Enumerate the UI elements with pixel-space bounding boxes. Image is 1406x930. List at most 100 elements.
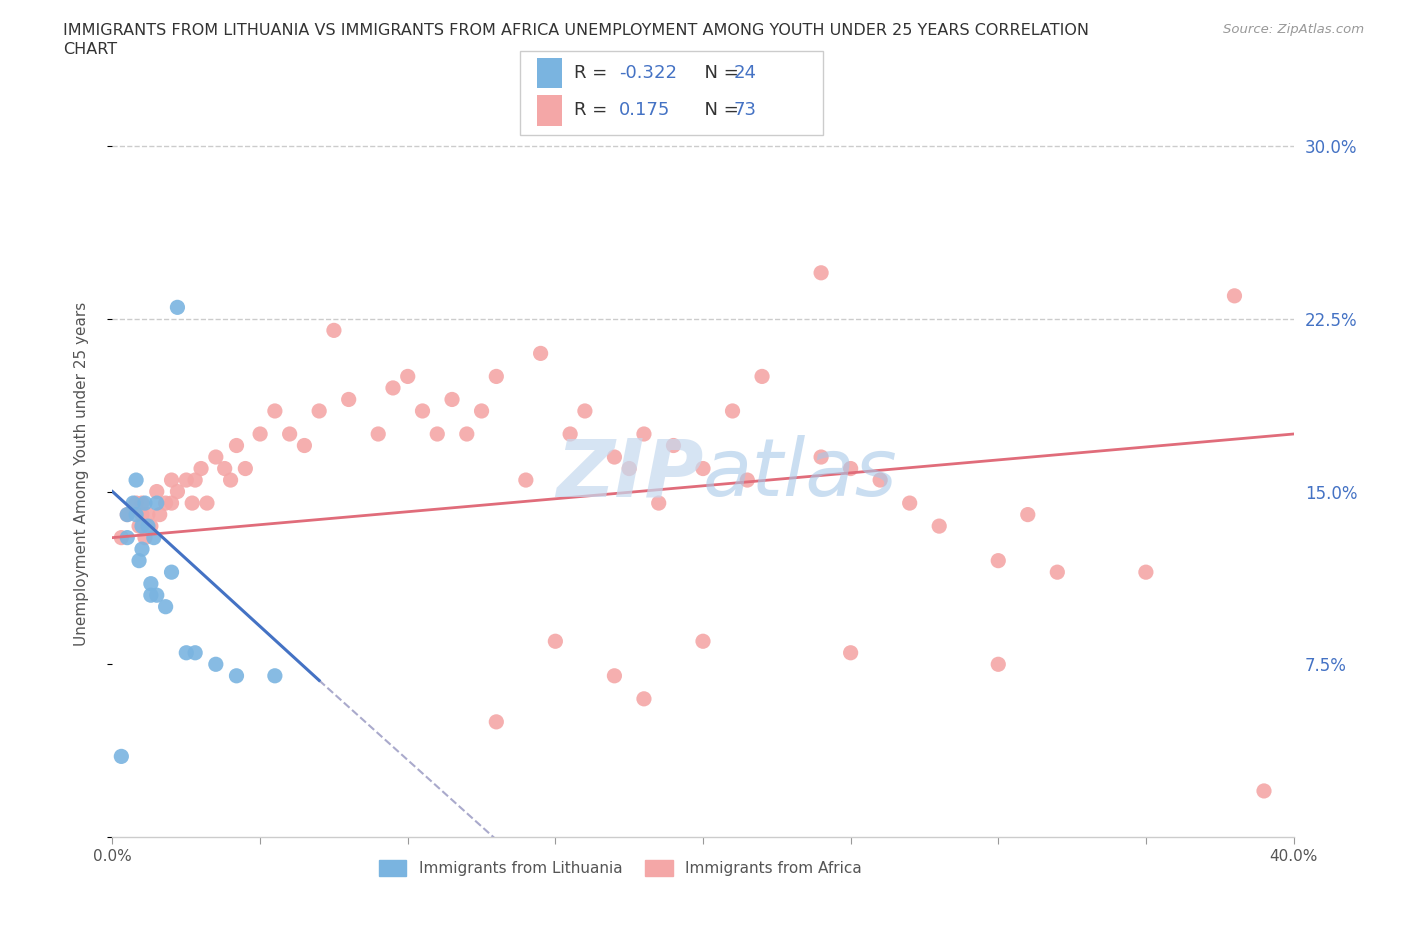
Text: N =: N = bbox=[693, 63, 745, 82]
Text: 0.175: 0.175 bbox=[619, 100, 671, 119]
Point bbox=[184, 472, 207, 487]
Point bbox=[810, 265, 832, 280]
Point bbox=[181, 496, 204, 511]
Point bbox=[139, 519, 162, 534]
Point bbox=[146, 588, 169, 603]
Point bbox=[149, 507, 172, 522]
Point bbox=[131, 496, 153, 511]
Point bbox=[128, 519, 150, 534]
Point bbox=[633, 691, 655, 706]
Point bbox=[146, 485, 169, 499]
Point bbox=[125, 507, 148, 522]
Point bbox=[139, 577, 162, 591]
Point bbox=[485, 369, 508, 384]
Point bbox=[205, 449, 228, 464]
Text: R =: R = bbox=[574, 63, 613, 82]
Text: R =: R = bbox=[574, 100, 619, 119]
Point bbox=[128, 553, 150, 568]
Point bbox=[662, 438, 685, 453]
Point bbox=[131, 519, 153, 534]
Point bbox=[692, 634, 714, 649]
Point bbox=[110, 530, 132, 545]
Point bbox=[751, 369, 773, 384]
Point bbox=[928, 519, 950, 534]
Point bbox=[603, 449, 626, 464]
Point bbox=[195, 496, 218, 511]
Point bbox=[1253, 783, 1275, 798]
Point bbox=[225, 438, 247, 453]
Point bbox=[396, 369, 419, 384]
Point bbox=[869, 472, 891, 487]
Point bbox=[146, 496, 169, 511]
Point bbox=[839, 461, 862, 476]
Legend: Immigrants from Lithuania, Immigrants from Africa: Immigrants from Lithuania, Immigrants fr… bbox=[371, 853, 869, 884]
Point bbox=[219, 472, 242, 487]
Point bbox=[619, 461, 641, 476]
Point bbox=[139, 588, 162, 603]
Point bbox=[426, 427, 449, 442]
Point bbox=[441, 392, 464, 407]
Point bbox=[142, 530, 165, 545]
Point bbox=[205, 657, 228, 671]
Point bbox=[898, 496, 921, 511]
Point bbox=[987, 657, 1010, 671]
Point bbox=[264, 404, 287, 418]
Point bbox=[131, 541, 153, 556]
Point bbox=[166, 485, 188, 499]
Text: atlas: atlas bbox=[703, 435, 898, 513]
Point bbox=[160, 496, 183, 511]
Point bbox=[558, 427, 582, 442]
Point bbox=[574, 404, 596, 418]
Point bbox=[155, 599, 177, 614]
Point bbox=[225, 669, 247, 684]
Point bbox=[174, 472, 197, 487]
Point bbox=[1046, 565, 1069, 579]
Point bbox=[110, 749, 132, 764]
Point bbox=[160, 472, 183, 487]
Point bbox=[136, 519, 159, 534]
Point bbox=[470, 404, 494, 418]
Point bbox=[1017, 507, 1039, 522]
Text: -0.322: -0.322 bbox=[619, 63, 676, 82]
Point bbox=[515, 472, 537, 487]
Point bbox=[136, 507, 159, 522]
Point bbox=[382, 380, 405, 395]
Point bbox=[529, 346, 551, 361]
Point bbox=[214, 461, 236, 476]
Point bbox=[987, 553, 1010, 568]
Text: IMMIGRANTS FROM LITHUANIA VS IMMIGRANTS FROM AFRICA UNEMPLOYMENT AMONG YOUTH UND: IMMIGRANTS FROM LITHUANIA VS IMMIGRANTS … bbox=[63, 23, 1090, 38]
Point bbox=[810, 449, 832, 464]
Point bbox=[278, 427, 301, 442]
Point bbox=[367, 427, 389, 442]
Point bbox=[485, 714, 508, 729]
Point bbox=[160, 565, 183, 579]
Point bbox=[249, 427, 271, 442]
Point bbox=[692, 461, 714, 476]
Point bbox=[633, 427, 655, 442]
Text: N =: N = bbox=[693, 100, 745, 119]
Point bbox=[131, 507, 153, 522]
Point bbox=[125, 496, 148, 511]
Point bbox=[337, 392, 360, 407]
Point bbox=[134, 496, 156, 511]
Point bbox=[117, 507, 138, 522]
Text: 24: 24 bbox=[734, 63, 756, 82]
Point bbox=[264, 669, 287, 684]
Point bbox=[603, 669, 626, 684]
Point bbox=[456, 427, 478, 442]
Point bbox=[308, 404, 330, 418]
Text: Source: ZipAtlas.com: Source: ZipAtlas.com bbox=[1223, 23, 1364, 36]
Point bbox=[184, 645, 207, 660]
Point bbox=[174, 645, 197, 660]
Text: 73: 73 bbox=[734, 100, 756, 119]
Point bbox=[166, 299, 188, 314]
Point bbox=[292, 438, 315, 453]
Point bbox=[544, 634, 567, 649]
Y-axis label: Unemployment Among Youth under 25 years: Unemployment Among Youth under 25 years bbox=[75, 302, 89, 646]
Point bbox=[839, 645, 862, 660]
Point bbox=[737, 472, 759, 487]
Point bbox=[233, 461, 256, 476]
Point bbox=[1223, 288, 1246, 303]
Text: CHART: CHART bbox=[63, 42, 117, 57]
Point bbox=[134, 530, 156, 545]
